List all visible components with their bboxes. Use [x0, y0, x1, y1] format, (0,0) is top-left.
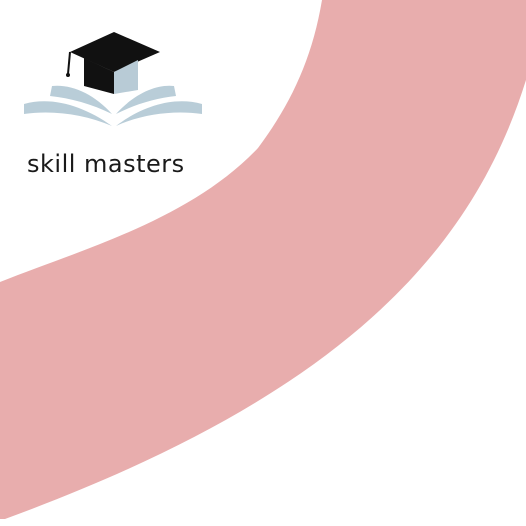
cap-body-left — [84, 58, 114, 94]
brand-name: skill masters — [27, 150, 185, 178]
graduation-cap-book-icon — [24, 32, 202, 126]
book-right-page — [116, 101, 202, 126]
cap-board-icon — [70, 32, 160, 72]
book-left-page — [24, 101, 112, 126]
cap-tassel-icon — [67, 51, 71, 75]
book-right-page-2 — [116, 85, 176, 114]
cap-body-right — [114, 60, 138, 94]
skill-masters-logo: skill masters — [22, 22, 212, 176]
book-left-page-2 — [50, 85, 112, 114]
